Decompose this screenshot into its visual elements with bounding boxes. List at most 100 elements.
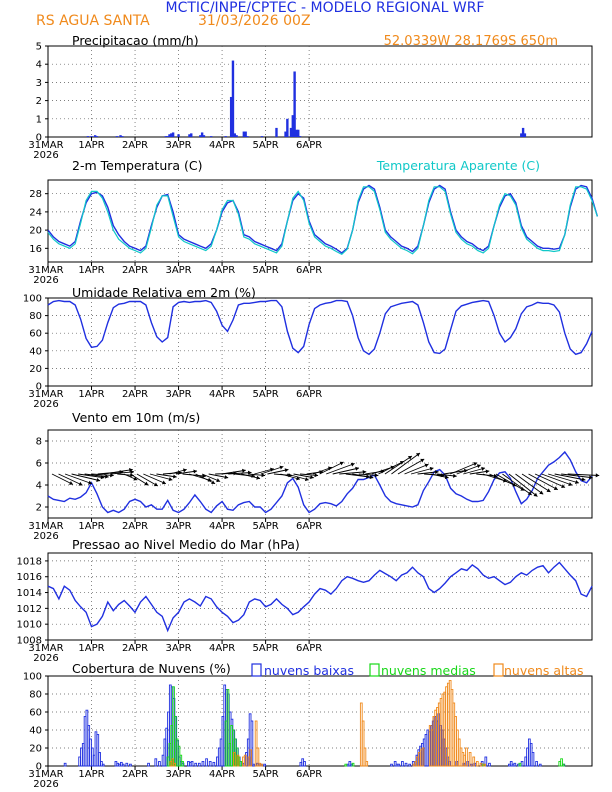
wind-vector-shaft [71,473,101,482]
wind-vector-head [153,482,158,487]
wind-vector-head [595,473,600,478]
cloud-bar-nuvens-altas [468,752,472,767]
run-date: 31/03/2026 00Z [198,13,311,29]
panel-5 [45,552,593,644]
x-tick-label: 6APR [296,521,322,532]
cloud-bar-nuvens-baixas [190,761,194,767]
cloud-bar-nuvens-baixas [98,752,101,767]
cloud-legend-low: nuvens baixas [264,663,354,678]
y-tick-label: 100 [23,672,42,683]
wind-vector-shaft [378,460,405,475]
wind-vector-head [589,475,593,480]
cloud-bar-nuvens-baixas [197,762,201,767]
wind-vector-shaft [528,473,559,491]
cloud-bar-nuvens-medias [239,761,242,767]
cloud-bar-nuvens-baixas [408,763,412,767]
x-tick-label: 6APR [296,389,322,400]
cloud-bar-nuvens-baixas [147,762,150,767]
cloud-bar-nuvens-baixas [393,761,397,767]
cloud-bar-nuvens-altas [254,720,258,767]
x-tick-label: 31MAR [28,389,63,400]
y-tick-label: 0 [36,762,42,773]
wind-vector-shaft [561,473,593,479]
wind-vector-shaft [319,461,344,475]
wind-vector-shaft [495,473,525,491]
y-tick-label: 6 [36,459,42,470]
x-tick-label: 3APR [165,769,191,780]
precip-bar [229,96,233,137]
cloud-legend-high: nuvens altas [504,663,584,678]
precip-bar [297,129,300,137]
x-tick-label: 3APR [165,140,191,151]
wind-vector-shaft [548,473,580,484]
precip-bar [521,127,525,137]
precip-bar [202,135,206,137]
wind-vector-head [355,466,359,471]
wind-vector-shaft [450,462,478,475]
wind-vector-shaft [567,473,600,476]
y-tick-label: 0 [36,382,42,393]
series-line-blue [47,450,593,514]
x-tick-label: 31MAR [28,769,63,780]
wind-vector-head [144,481,149,486]
precip-bar [231,60,235,138]
precip-bar [95,136,99,137]
panel-title: 2-m Temperatura (C) [72,158,203,173]
y-tick-label: 20 [29,744,42,755]
panel-6 [45,663,593,770]
x-tick-label: 4APR [209,389,235,400]
y-tick-label: 1016 [17,572,42,583]
wind-vector-head [168,477,173,482]
wind-vector-shaft [326,463,355,475]
wind-vector-head [420,458,425,463]
precip-bar [260,136,264,137]
y-tick-label: 1012 [17,604,42,615]
wind-vector-head [216,478,221,483]
cloud-bar-nuvens-baixas [121,763,125,767]
cloud-bar-nuvens-baixas [263,763,266,767]
y-tick-label: 1014 [17,588,42,599]
x-tick-label: 4APR [209,521,235,532]
precip-bar [190,133,193,137]
series-line-blue [47,561,593,633]
x-tick-label: 5APR [253,389,279,400]
precip-bar [275,127,278,137]
precip-bar [286,118,289,137]
precip-bar [523,133,527,137]
y-tick-label: 80 [29,311,42,322]
cloud-bar-nuvens-altas [173,762,176,767]
cloud-bar-nuvens-medias [560,758,563,767]
cloud-bar-nuvens-baixas [538,763,542,767]
y-tick-label: 80 [29,690,42,701]
cloud-bar-nuvens-baixas [212,761,216,767]
wind-vector-head [173,474,177,479]
cloud-bar-nuvens-baixas [535,761,538,767]
wind-vector-head [362,469,367,475]
cloud-bar-nuvens-baixas [513,762,517,767]
x-tick-label: 1APR [78,140,104,151]
station-name: RS AGUA SANTA [36,13,150,29]
wind-vector-shaft [417,471,439,475]
wind-vector-shaft [78,473,105,479]
cloud-bar-nuvens-altas [236,754,240,767]
cloud-bar-nuvens-baixas [96,734,100,767]
wind-vector-shaft [534,473,566,488]
cloud-bar-nuvens-baixas [100,761,103,767]
wind-vector-shaft [91,473,114,476]
x-tick-label: 1APR [78,769,104,780]
cloud-bar-nuvens-medias [179,754,183,767]
cloud-bar-nuvens-baixas [125,762,129,767]
y-tick-label: 20 [29,226,42,237]
cloud-bar-nuvens-medias [351,762,355,767]
y-tick-label: 60 [29,708,42,719]
wind-vector-shaft [554,473,586,481]
wind-vector-head [350,462,355,467]
y-tick-label: 4 [36,60,42,71]
cloud-bar-nuvens-baixas [348,761,352,767]
y-tick-label: 2 [36,503,42,514]
wind-vector-head [485,469,490,474]
panel-3 [45,297,593,390]
wind-vector-head [161,480,166,485]
cloud-bar-nuvens-medias [226,689,230,767]
x-tick-label: 1APR [78,643,104,654]
